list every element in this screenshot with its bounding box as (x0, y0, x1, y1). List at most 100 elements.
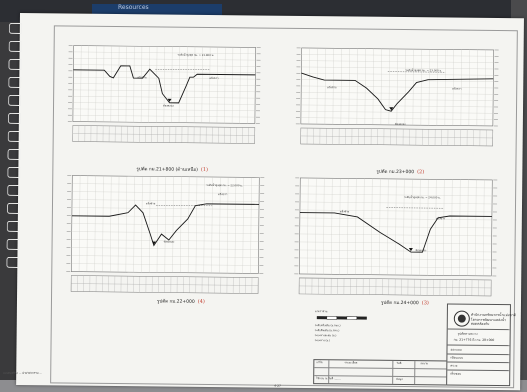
grid-line (171, 46, 173, 123)
agency-seal-icon (453, 310, 470, 327)
grid-line (395, 178, 397, 275)
ground-profile-line (73, 65, 256, 104)
grid-line (118, 46, 120, 123)
revision-header: รายละเอียด (344, 361, 358, 365)
footer-note: แบบก่อสร้าง ... ฝ่ายวิศวกรรม ... (3, 371, 43, 375)
title-block-divider (447, 344, 510, 347)
grid-line (203, 176, 205, 273)
cross-section-panel-1: ระดับน้ำสูงสุด กม. = 21.800 ม. ตลิ่งซ้าย… (59, 35, 270, 173)
grid-line (117, 176, 120, 273)
channel-bottom-mark: ท้องคลอง (415, 249, 427, 253)
grid-line (239, 47, 241, 124)
legend-row: ระยะทาง (ม.) (314, 339, 331, 343)
ring (6, 238, 20, 251)
grid-line (363, 178, 365, 275)
signature-row: เห็นชอบ (450, 371, 462, 376)
ring (7, 130, 21, 143)
channel-bottom-mark: ท้องคลอง (163, 104, 174, 108)
legend-row: ระดับดินเดิม (ม.รทก.) (314, 329, 340, 333)
left-bank-mark: ตลิ่งซ้าย (145, 202, 156, 206)
right-bank-mark: ตลิ่งขวา (218, 193, 228, 197)
ring (8, 22, 22, 35)
grid-line (396, 48, 398, 125)
legend-row: ระยะทางสะสม (ม.) (314, 334, 337, 338)
grid-line (102, 175, 104, 272)
water-level-line (155, 69, 210, 70)
grid-line (411, 179, 413, 276)
grid-line (339, 178, 341, 275)
cross-section-panel-2: ระดับน้ำสูงสุด กม. = 23.000 ม. ตลิ่งซ้าย… (286, 38, 507, 175)
handwritten-number: (4) (197, 298, 205, 305)
left-bank-mark: ตลิ่งซ้าย (327, 86, 337, 90)
channel-bottom-mark: ท้องคลอง (394, 122, 406, 127)
grid-line (452, 49, 454, 126)
grid-line (211, 177, 213, 274)
grid-line (164, 176, 166, 273)
grid-line (372, 48, 374, 125)
right-bank-mark: ตลิ่งขวา (435, 217, 446, 221)
grid-line (387, 178, 389, 275)
left-bank-mark: ตลิ่งซ้าย (137, 76, 147, 80)
grid-line (156, 46, 158, 123)
grid-line (87, 45, 89, 122)
page-number: 4-27 (274, 383, 281, 388)
grid-line (467, 179, 469, 276)
legend-row: ระดับตลิ่งเดิม (ม.รทก.) (314, 324, 341, 328)
cross-section-plot-2 (295, 47, 499, 147)
handwritten-number: (3) (421, 300, 429, 307)
revision-note: ใช้แบบ ณ วันที่ ........ (316, 377, 341, 381)
grid-line (250, 177, 252, 274)
grid-line (323, 178, 325, 275)
grid-line (172, 176, 174, 273)
grid-line (419, 179, 421, 276)
grid-line (125, 46, 127, 123)
grid-line (459, 179, 461, 276)
grid-line (476, 49, 478, 126)
grid-line (388, 48, 390, 125)
grid-line (332, 48, 334, 125)
left-bank-mark: ตลิ่งซ้าย (339, 210, 350, 214)
table-divider (414, 361, 416, 385)
ground-profile-line (299, 212, 492, 253)
grid-line (427, 179, 429, 276)
grid-line (316, 48, 318, 125)
ring (7, 166, 21, 179)
revision-header: ลงนาม (420, 362, 429, 366)
grid-line (194, 46, 196, 123)
grid-line (468, 49, 470, 126)
water-level-line (156, 205, 213, 207)
background-window-label: Resources (118, 4, 149, 11)
invert-marker-icon (389, 107, 394, 111)
grid-line (412, 49, 414, 126)
grid-line (324, 48, 326, 125)
right-bank-mark: ตลิ่งขวา (209, 76, 219, 81)
ring (8, 76, 22, 89)
grid-line (483, 179, 485, 276)
grid-line (226, 177, 229, 274)
revision-header: วันที่ (396, 361, 402, 366)
grid-line (180, 176, 182, 273)
grid-line (347, 178, 349, 275)
binder-rings (6, 22, 25, 323)
grid-line (484, 49, 486, 126)
invert-marker-icon (408, 248, 413, 252)
grid-line (428, 49, 430, 126)
grid-line (451, 179, 453, 276)
ground-profile-line (301, 72, 494, 112)
revision-sheet: ข้อมูล (396, 377, 403, 382)
channel-bottom-mark: ท้องคลอง (163, 240, 175, 244)
grid-line (355, 178, 357, 275)
ring (7, 112, 21, 125)
grid-line (331, 178, 333, 275)
grid-line (209, 46, 211, 123)
section-caption: รูปตัด กม.24+000 (3) (381, 299, 429, 307)
grid-line (364, 48, 366, 125)
agency-line-3: สอดคล้องกับ (470, 321, 490, 326)
ground-profile-line (71, 203, 260, 247)
grid-line (475, 179, 477, 276)
grid-line (231, 47, 234, 124)
water-level-line (386, 207, 444, 209)
scale-bar (316, 315, 367, 320)
revision-table: แก้ไข รายละเอียด วันที่ ลงนาม ใช้แบบ ณ ว… (313, 359, 450, 386)
water-level-note: ระดับน้ำสูงสุด กม. = 23.000 ม. (405, 69, 443, 73)
